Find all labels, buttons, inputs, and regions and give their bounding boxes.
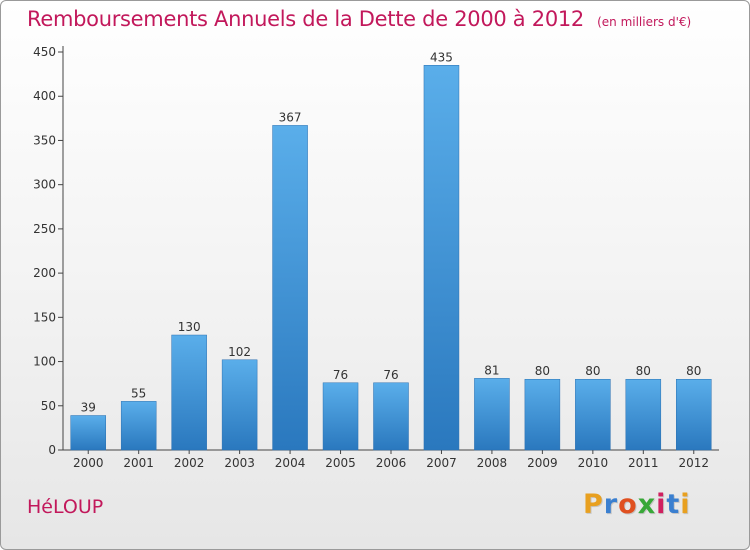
proxiti-logo[interactable]: Proxiti [583,489,691,520]
bar-2012[interactable] [676,378,712,451]
y-tick-label: 350 [33,133,56,147]
x-tick-label: 2010 [578,456,609,470]
x-tick-label: 2012 [678,456,709,470]
y-tick-label: 250 [33,222,56,236]
x-tick-label: 2003 [224,456,255,470]
y-tick-label: 200 [33,266,56,280]
bar-2006[interactable] [373,382,409,451]
x-tick-label: 2007 [426,456,457,470]
bars [70,65,712,451]
y-tick-label: 0 [48,443,56,457]
data-label-2003: 102 [228,345,251,359]
logo-letter: i [680,489,691,520]
y-tick-label: 400 [33,89,56,103]
y-tick-label: 300 [33,178,56,192]
data-label-2004: 367 [279,110,302,124]
data-label-2000: 39 [81,401,96,415]
bar-2003[interactable] [221,359,258,451]
bar-2007[interactable] [423,65,460,451]
data-label-2009: 80 [535,364,550,378]
logo-letter: i [656,489,667,520]
data-label-2002: 130 [178,320,201,334]
x-tick-label: 2001 [123,456,154,470]
logo-letter: P [583,489,604,520]
bar-2010[interactable] [575,378,611,451]
data-label-2007: 435 [430,50,453,64]
y-tick-label: 50 [41,399,56,413]
bar-2005[interactable] [322,382,359,451]
logo-letter: x [637,489,657,520]
bar-2001[interactable] [120,401,157,451]
y-axis: 0 50 100 150 200 250 300 350 400 450 [33,45,64,457]
bar-2009[interactable] [524,378,561,451]
data-label-2010: 80 [585,364,600,378]
x-tick-label: 2005 [325,456,356,470]
data-label-2012: 80 [686,364,701,378]
data-label-2001: 55 [131,386,146,400]
y-tick-label: 150 [33,310,56,324]
bar-2004[interactable] [272,125,308,451]
x-tick-label: 2000 [73,456,104,470]
data-labels: 39 55 130 102 367 76 76 435 81 80 80 80 80 [81,50,702,414]
logo-letter: r [603,489,619,520]
x-tick-label: 2008 [477,456,508,470]
x-tick-label: 2002 [174,456,205,470]
y-tick-label: 450 [33,45,56,59]
bar-2002[interactable] [171,334,207,451]
bar-2000[interactable] [70,415,106,451]
chart-title-block: Remboursements Annuels de la Dette de 20… [27,7,691,31]
commune-name: HéLOUP [27,496,104,518]
x-tick-label: 2009 [527,456,558,470]
y-tick-label: 100 [33,355,56,369]
data-label-2008: 81 [484,363,499,377]
x-tick-label: 2011 [628,456,659,470]
x-tick-label: 2006 [376,456,407,470]
chart-title: Remboursements Annuels de la Dette de 20… [27,7,584,31]
data-label-2006: 76 [383,368,398,382]
bar-2008[interactable] [474,378,510,451]
logo-letter: t [666,489,681,520]
data-label-2005: 76 [333,368,348,382]
data-label-2011: 80 [636,364,651,378]
x-tick-label: 2004 [275,456,306,470]
logo-letter: o [618,489,638,520]
x-axis: 2000 2001 2002 2003 2004 2005 2006 2007 2008 2009… [63,449,719,470]
chart-subtitle: (en milliers d'€) [597,15,692,29]
bar-2011[interactable] [625,378,662,451]
